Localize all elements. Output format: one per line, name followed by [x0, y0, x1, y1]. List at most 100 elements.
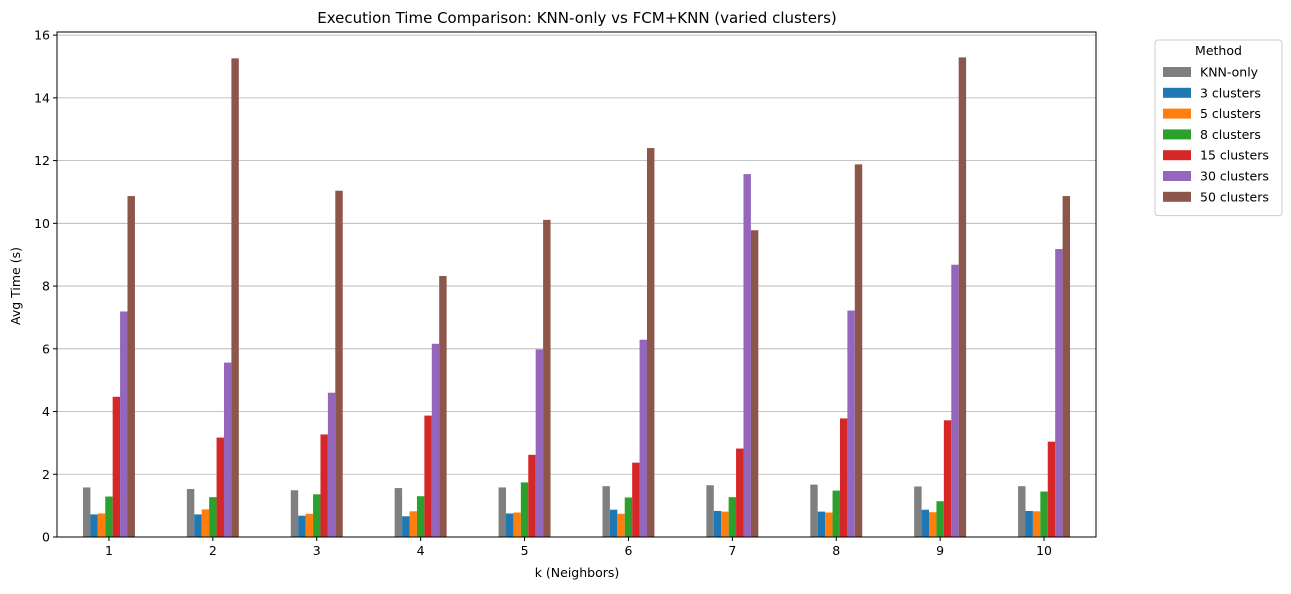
x-axis-ticks: 1 2 3 4 5 6 7 8 9 10 [105, 537, 1052, 558]
bar [505, 513, 514, 537]
legend-swatch [1163, 67, 1191, 77]
bar [127, 196, 135, 538]
legend-entry-label: 50 clusters [1200, 189, 1269, 204]
y-tick-label: 14 [34, 90, 50, 105]
bar [728, 497, 737, 537]
bar [305, 513, 314, 537]
legend-entry-label: 30 clusters [1200, 169, 1269, 184]
legend-swatch [1163, 171, 1191, 181]
legend-entry-label: 3 clusters [1200, 85, 1261, 100]
bar [602, 486, 610, 537]
x-tick-label: 6 [624, 543, 632, 558]
x-tick-label: 8 [832, 543, 840, 558]
bar [839, 418, 848, 537]
legend-swatch [1163, 191, 1191, 202]
y-tick-label: 0 [42, 530, 50, 545]
bar [335, 190, 343, 537]
bar [936, 501, 944, 537]
bar [97, 513, 106, 537]
bar [647, 148, 655, 537]
bar [535, 349, 544, 537]
legend-title: Method [1195, 43, 1242, 58]
bar [90, 514, 98, 537]
legend-entry-label: KNN-only [1200, 65, 1259, 80]
legend-swatch [1163, 108, 1191, 119]
bar [810, 484, 818, 537]
legend-swatch [1163, 87, 1191, 98]
bar [921, 509, 930, 537]
bar [1062, 196, 1071, 538]
bar [543, 219, 551, 538]
legend-entry-label: 8 clusters [1200, 127, 1261, 142]
bar [1047, 441, 1056, 537]
bar [743, 174, 751, 537]
bar [313, 494, 321, 537]
bar [105, 496, 113, 537]
y-axis-ticks: 0 2 4 6 8 10 12 14 16 [34, 28, 57, 545]
chart-title: Execution Time Comparison: KNN-only vs F… [317, 9, 837, 27]
bar [721, 511, 729, 537]
bar [409, 511, 417, 537]
legend: Method KNN-only 3 clusters 5 clusters 8 clu… [1154, 39, 1283, 217]
bar [958, 57, 967, 538]
legend-entry-label: 15 clusters [1200, 148, 1269, 163]
x-tick-label: 4 [417, 543, 425, 558]
bar [223, 362, 232, 537]
bar [216, 437, 224, 537]
bar [290, 490, 299, 537]
x-axis-label: k (Neighbors) [535, 565, 620, 580]
legend-entry-label: 5 clusters [1200, 106, 1261, 121]
bar [609, 509, 618, 537]
legend-swatch [1163, 129, 1191, 140]
bar [854, 164, 863, 537]
bar [186, 489, 195, 537]
bar [201, 509, 210, 537]
x-tick-label: 3 [313, 543, 321, 558]
bar [943, 420, 952, 537]
bar [914, 486, 922, 537]
y-axis-label: Avg Time (s) [8, 247, 23, 325]
bar [120, 311, 128, 537]
bar [825, 512, 833, 537]
y-tick-label: 6 [42, 341, 50, 356]
bar [416, 496, 425, 537]
y-tick-label: 10 [34, 216, 50, 231]
bar [209, 497, 217, 537]
bar [750, 230, 759, 537]
plot-frame [56, 31, 1097, 538]
bar [394, 488, 403, 537]
x-tick-label: 5 [521, 543, 529, 558]
y-tick-label: 4 [42, 404, 50, 419]
y-tick-label: 2 [42, 467, 50, 482]
bar [624, 497, 633, 537]
bar [320, 434, 328, 537]
bar [617, 513, 625, 537]
bar [706, 485, 714, 537]
bar [513, 512, 521, 537]
bar [713, 510, 722, 537]
bar [82, 487, 91, 537]
y-tick-label: 12 [34, 153, 50, 168]
x-tick-label: 2 [209, 543, 217, 558]
bar [951, 264, 959, 537]
bar [424, 415, 432, 537]
x-tick-label: 10 [1036, 543, 1052, 558]
bar [639, 339, 648, 537]
bar [520, 482, 529, 537]
x-tick-label: 7 [728, 543, 736, 558]
bar [498, 487, 506, 537]
bar [929, 512, 937, 537]
legend-swatch [1163, 150, 1191, 161]
bar [736, 448, 744, 537]
bar [112, 396, 121, 537]
bar [327, 392, 336, 537]
bar [298, 515, 306, 537]
bar [847, 310, 855, 537]
bar [632, 462, 640, 537]
bar [231, 58, 239, 537]
y-gridlines [57, 34, 1096, 538]
y-tick-label: 8 [42, 279, 50, 294]
bar [1018, 486, 1026, 537]
